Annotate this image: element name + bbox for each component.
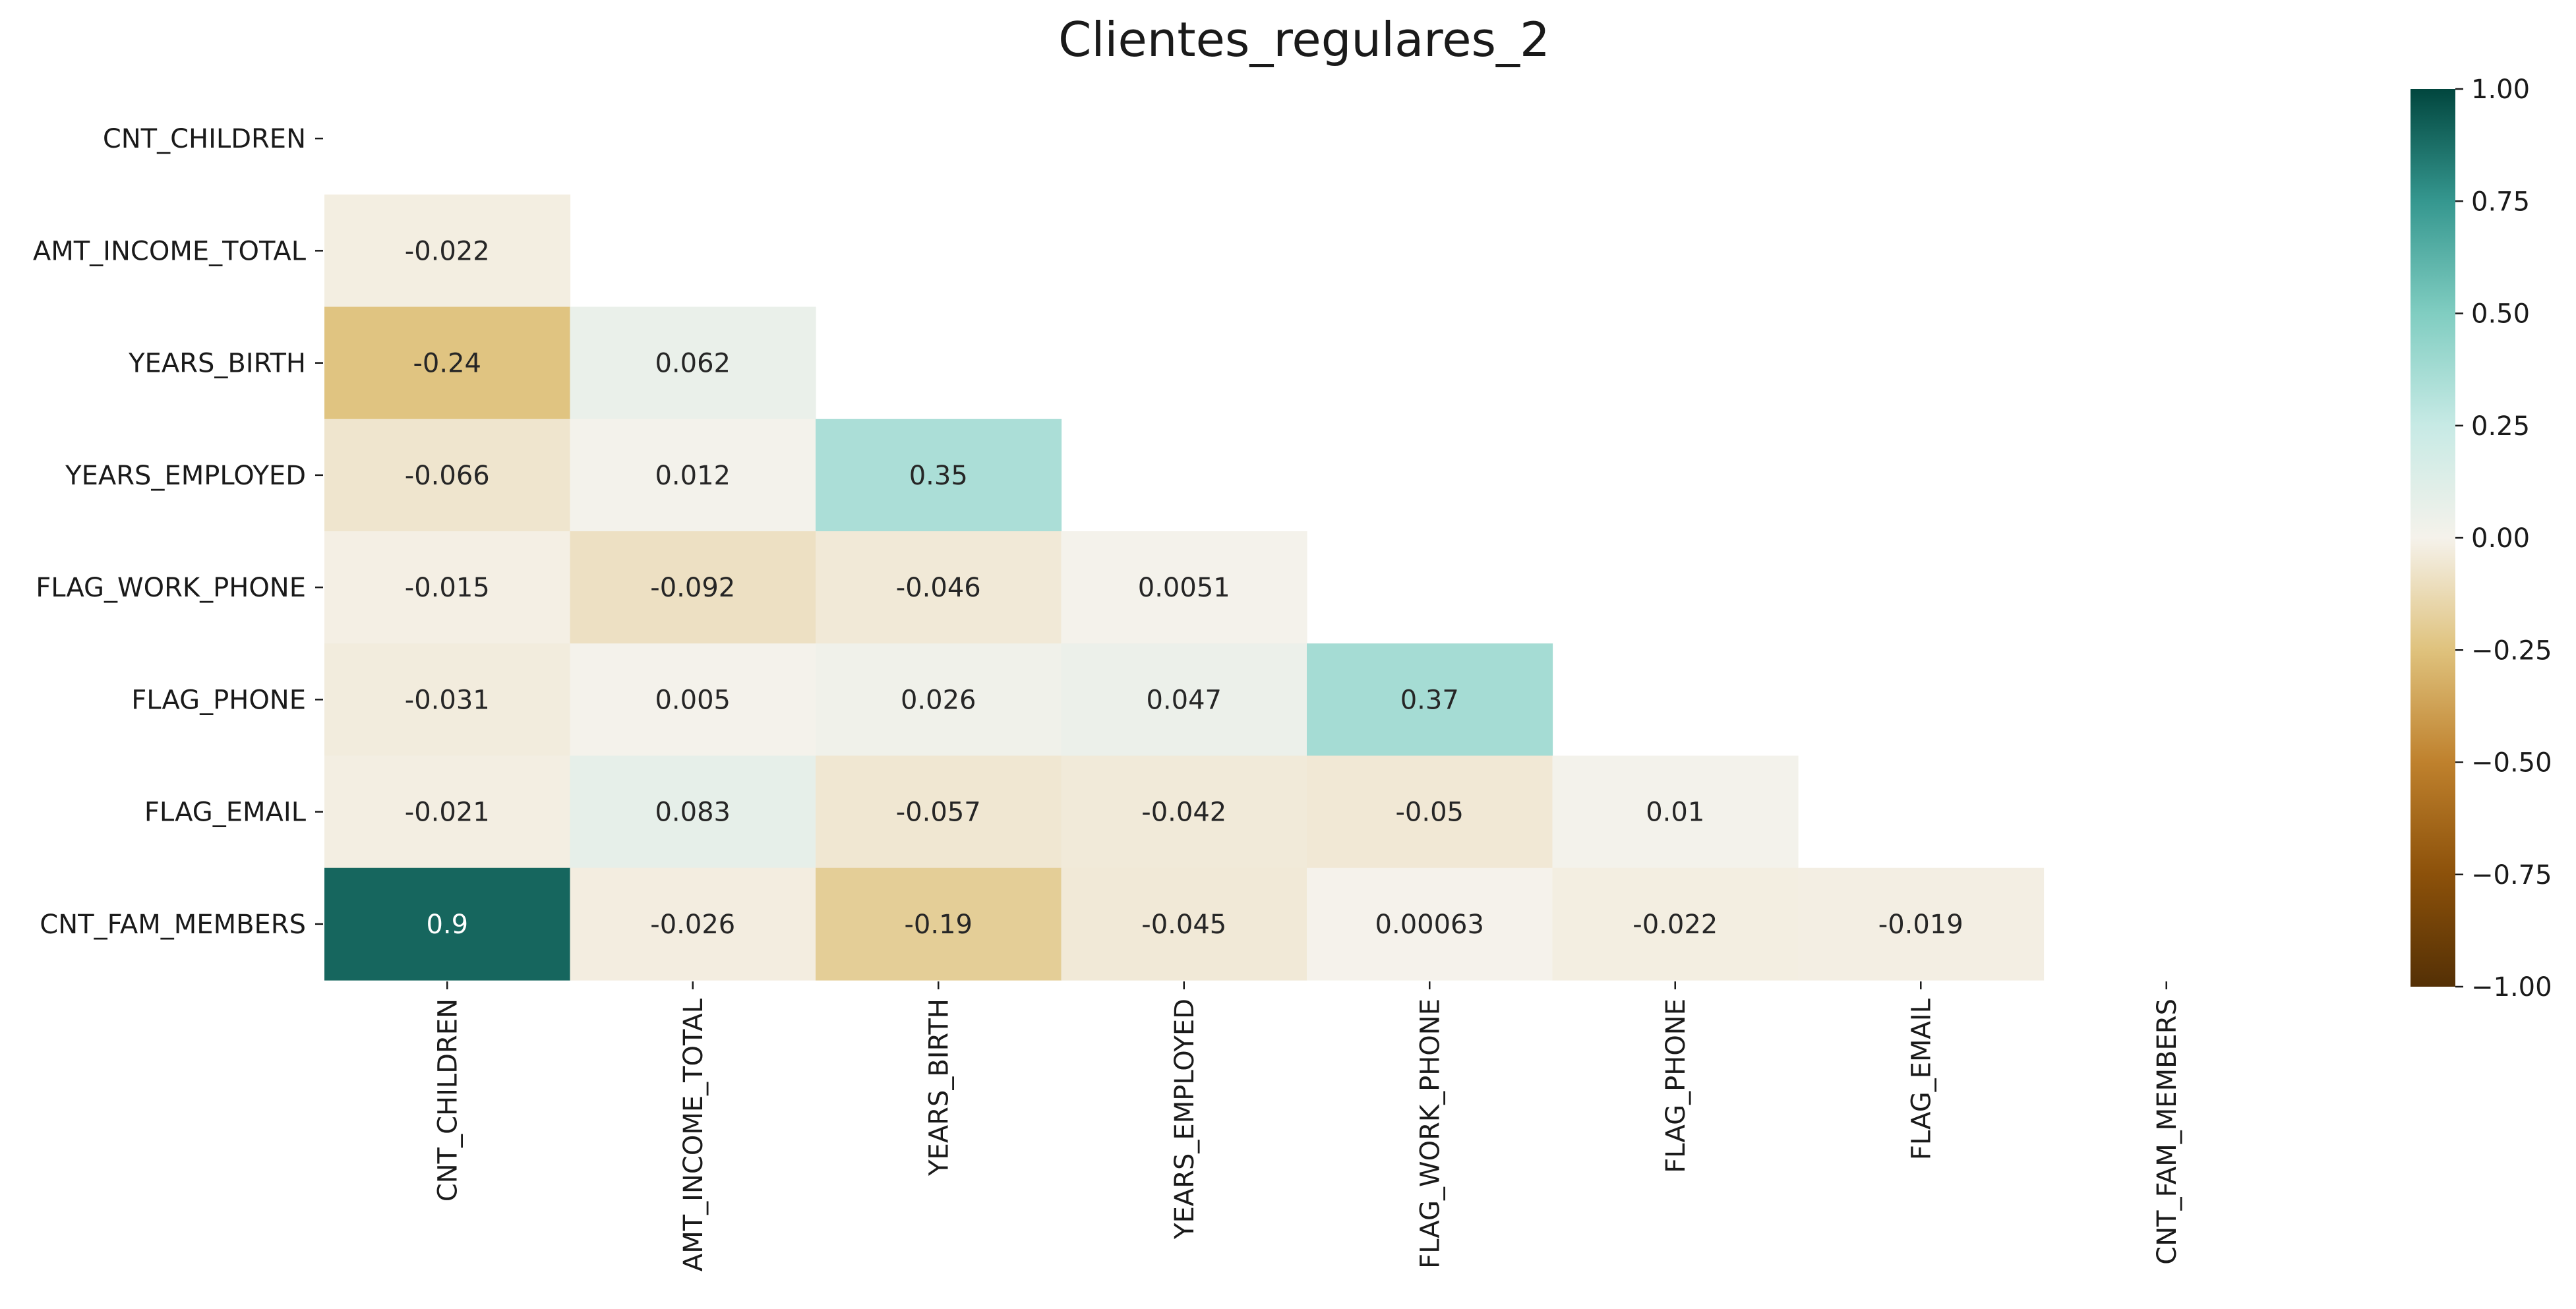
colorbar-tick-label: 1.00 [2471,74,2530,105]
cell-value-label: -0.019 [1878,910,1963,940]
cell-value-label: 0.083 [655,798,731,828]
x-tick-label: YEARS_BIRTH [924,999,954,1177]
colorbar-tick-label: −0.25 [2471,635,2552,666]
cell-value-label: 0.005 [655,685,731,715]
y-tick-label: AMT_INCOME_TOTAL [33,236,307,266]
y-tick-label: CNT_CHILDREN [103,124,306,154]
heatmap-cell [570,419,816,532]
colorbar-tick-label: 0.75 [2471,187,2530,217]
colorbar: 1.00 0.75 0.50 0.25 0.00 −0.25 −0.50 −0.75 −1.00 [2411,74,2552,1003]
heatmap-cell [324,419,571,532]
cell-value-label: -0.046 [896,573,981,603]
y-tick-label: FLAG_EMAIL [144,798,307,828]
y-tick-label: FLAG_PHONE [131,685,306,715]
y-tick-label: YEARS_EMPLOYED [65,461,306,491]
cell-value-label: -0.022 [1632,910,1718,940]
cell-value-label: -0.19 [905,910,973,940]
cell-value-label: 0.9 [426,910,468,940]
cell-value-label: -0.021 [405,798,490,828]
cell-value-label: -0.022 [405,236,490,266]
cell-value-label: -0.24 [413,349,482,379]
cell-value-label: 0.0051 [1138,573,1230,603]
x-axis-labels: CNT_CHILDREN AMT_INCOME_TOTAL YEARS_BIRTH Y… [433,981,2182,1271]
cell-value-label: 0.37 [1400,685,1459,715]
heatmap-cell [324,867,571,981]
heatmap-cell [1552,867,1799,981]
y-tick-label: CNT_FAM_MEMBERS [40,910,306,940]
heatmap-cell [816,419,1062,532]
heatmap-cell [570,755,816,869]
colorbar-tick-label: 0.00 [2471,523,2530,554]
heatmap-cell [1307,867,1553,981]
cell-value-label: 0.00063 [1375,910,1484,940]
x-tick-label: CNT_FAM_MEMBERS [2152,999,2182,1265]
cell-value-label: -0.092 [650,573,735,603]
colorbar-tick-label: −0.50 [2471,748,2552,778]
heatmap-cell [1798,867,2045,981]
heatmap-cell [570,531,816,644]
cell-value-label: 0.026 [901,685,976,715]
heatmap-cell [324,755,571,869]
heatmap-cell [1061,867,1307,981]
heatmap-cell [324,531,571,644]
heatmap-cell [1307,755,1553,869]
heatmap-cell [1552,755,1799,869]
colorbar-tick-label: 0.25 [2471,411,2530,442]
heatmap-cell [816,643,1062,757]
y-tick-label: YEARS_BIRTH [128,349,306,379]
x-tick-label: FLAG_EMAIL [1906,998,1936,1160]
heatmap-cell [1061,643,1307,757]
heatmap-cell [570,643,816,757]
heatmap-cell [1307,643,1553,757]
heatmap-cell [816,867,1062,981]
y-tick-label: FLAG_WORK_PHONE [36,573,306,603]
colorbar-tick-label: −0.75 [2471,860,2552,890]
heatmap-cell [1061,531,1307,644]
heatmap-cells: -0.022 -0.24 0.062 -0.066 0.012 0.35 -0.015 -0.… [324,194,2045,981]
x-tick-label: CNT_CHILDREN [433,999,463,1202]
cell-value-label: -0.031 [405,685,490,715]
heatmap-cell [570,867,816,981]
cell-value-label: -0.045 [1141,910,1226,940]
cell-value-label: -0.05 [1396,798,1464,828]
cell-value-label: -0.042 [1141,798,1226,828]
heatmap-cell [816,755,1062,869]
heatmap-cell [1061,755,1307,869]
chart-title: Clientes_regulares_2 [1058,12,1550,67]
cell-value-label: -0.057 [896,798,981,828]
colorbar-ticks: 1.00 0.75 0.50 0.25 0.00 −0.25 −0.50 −0.75 −1.00 [2455,74,2552,1003]
x-tick-label: FLAG_WORK_PHONE [1415,999,1445,1269]
colorbar-gradient [2411,89,2455,987]
cell-value-label: 0.35 [909,461,968,491]
cell-value-label: -0.066 [405,461,490,491]
y-axis-labels: CNT_CHILDREN AMT_INCOME_TOTAL YEARS_BIRTH Y… [33,124,323,940]
cell-value-label: 0.062 [655,349,731,379]
cell-value-label: -0.026 [650,910,735,940]
heatmap-cell [324,643,571,757]
colorbar-tick-label: 0.50 [2471,299,2530,330]
colorbar-tick-label: −1.00 [2471,972,2552,1003]
heatmap-cell [324,306,571,420]
cell-value-label: 0.047 [1146,685,1222,715]
heatmap-cell [570,306,816,420]
x-tick-label: AMT_INCOME_TOTAL [678,998,709,1271]
heatmap-cell [324,194,571,308]
x-tick-label: FLAG_PHONE [1661,999,1691,1173]
x-tick-label: YEARS_EMPLOYED [1170,999,1200,1240]
cell-value-label: 0.01 [1646,798,1704,828]
cell-value-label: 0.012 [655,461,731,491]
cell-value-label: -0.015 [405,573,490,603]
heatmap-cell [816,531,1062,644]
